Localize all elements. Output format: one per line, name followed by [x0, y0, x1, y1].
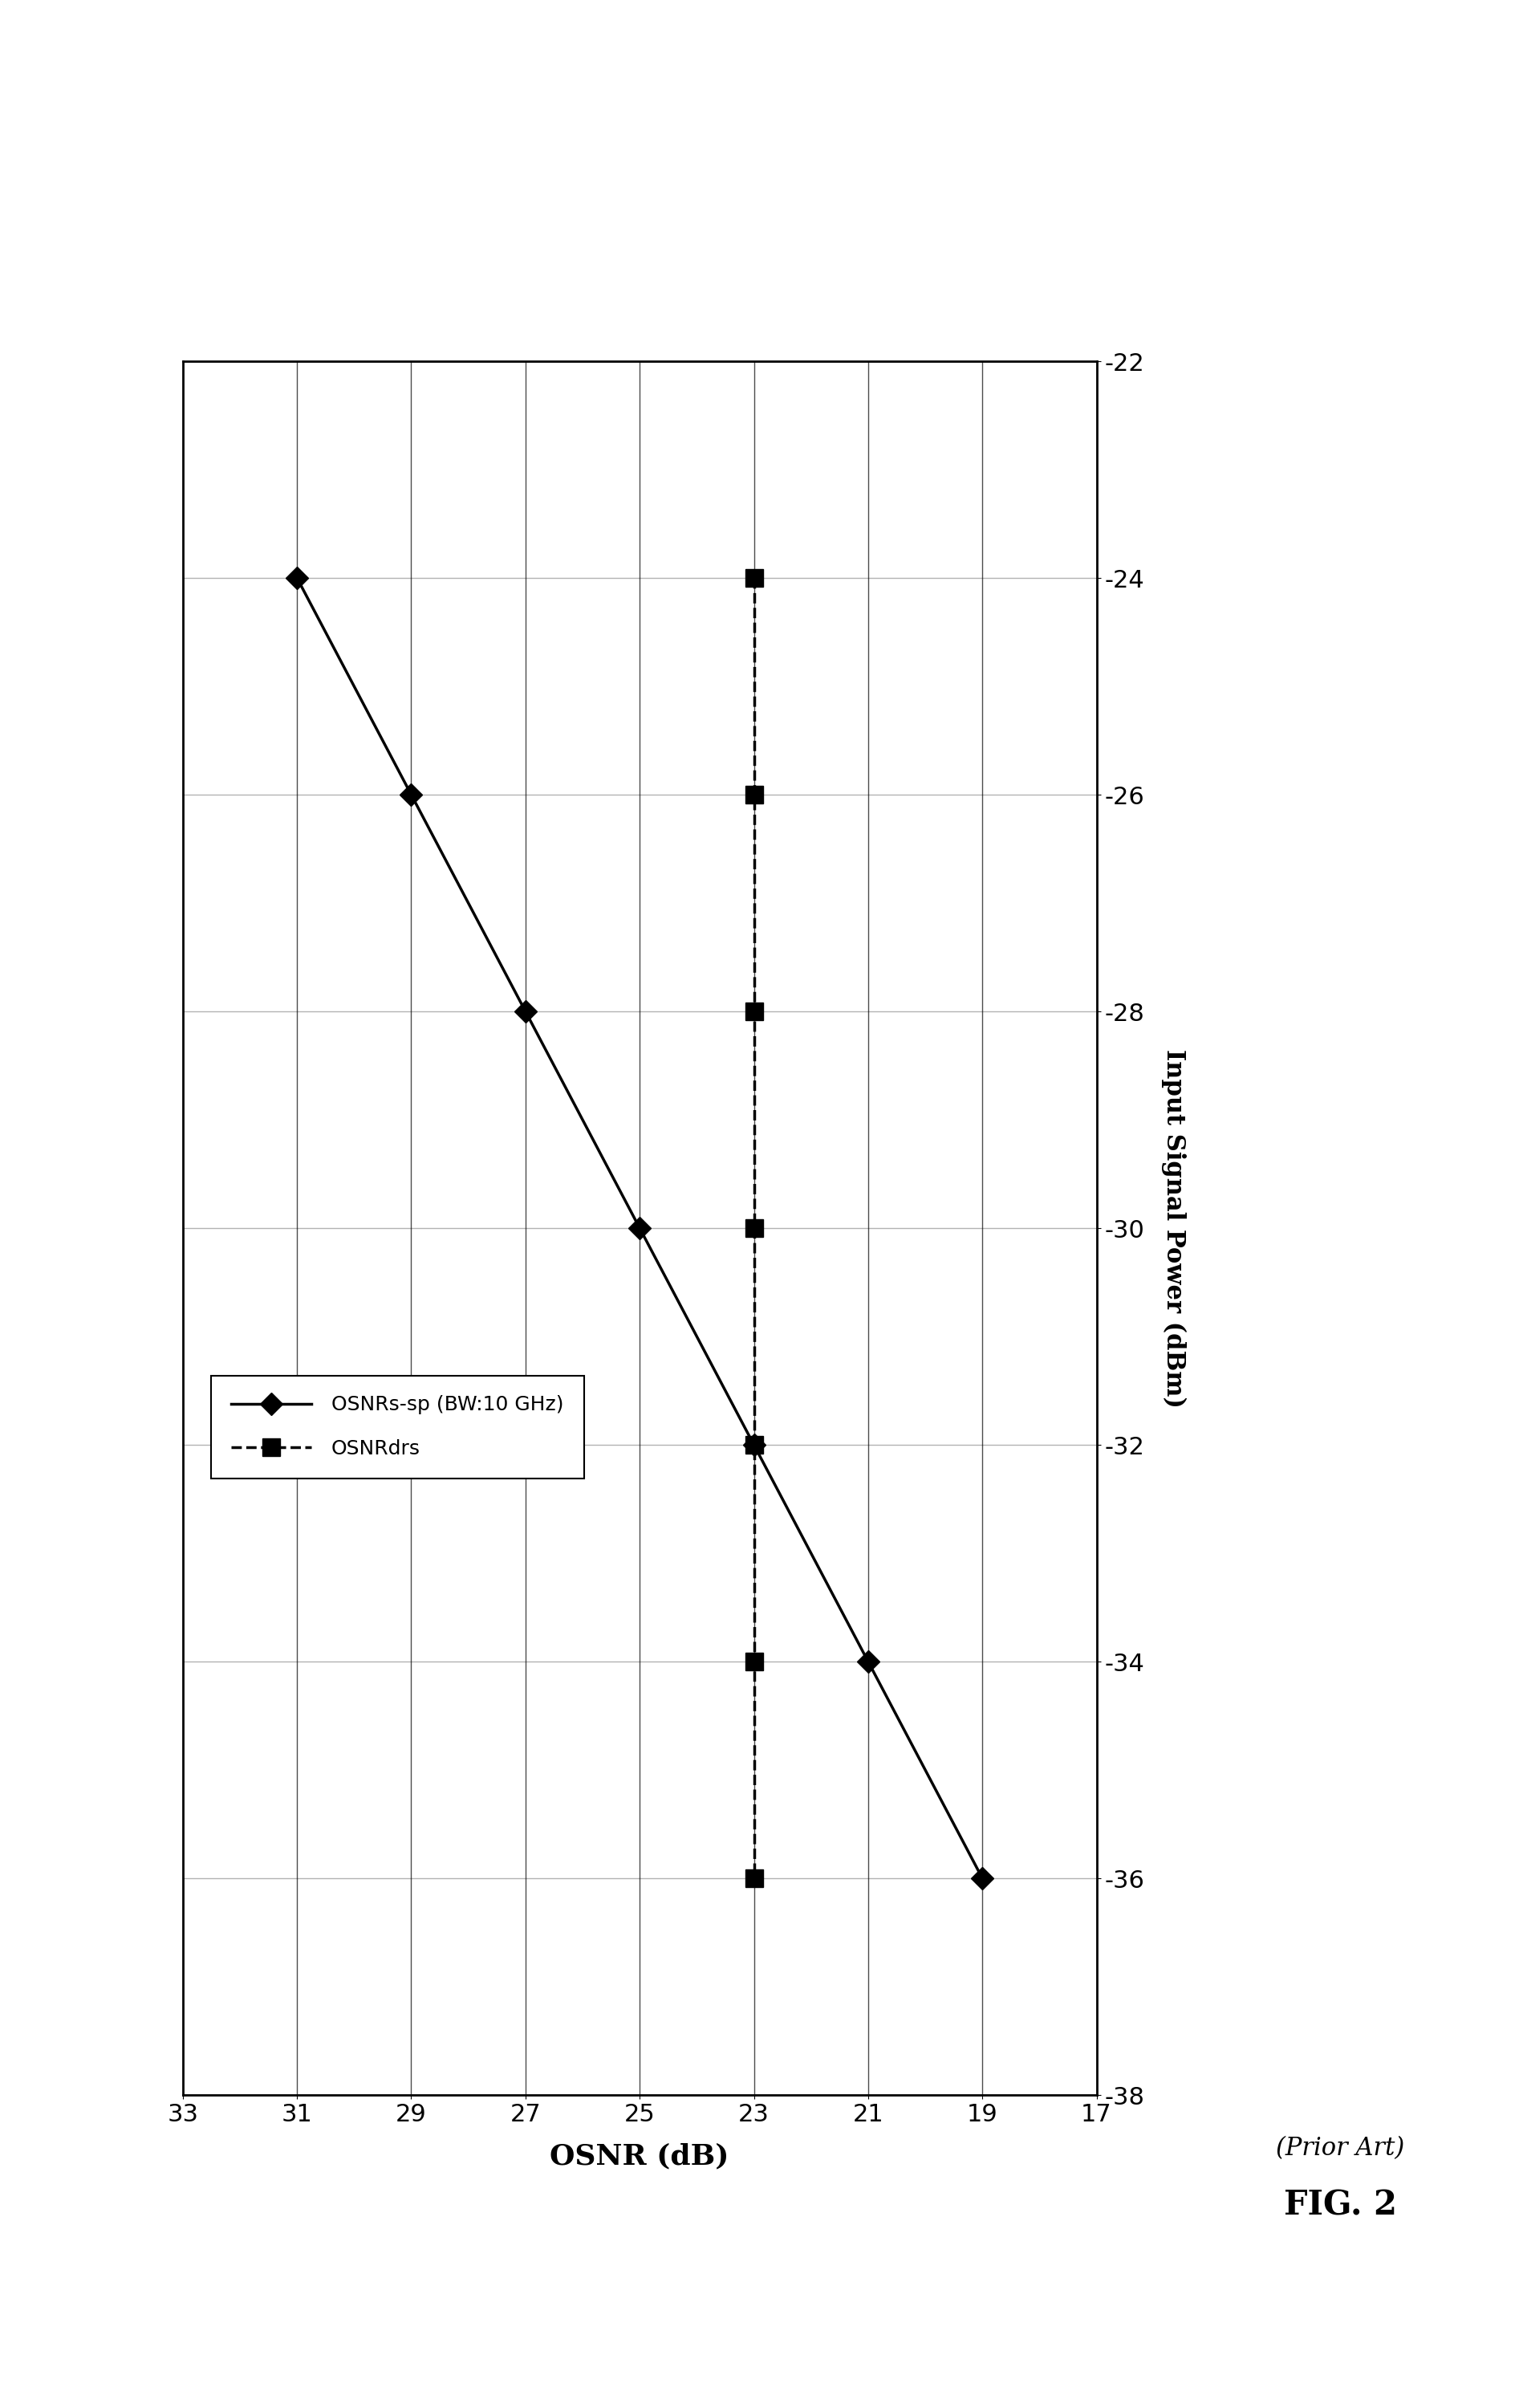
OSNRs-sp (BW:10 GHz)	[973, 1864, 991, 1893]
Legend: OSNRs-sp (BW:10 GHz), OSNRdrs: OSNRs-sp (BW:10 GHz), OSNRdrs	[212, 1375, 583, 1479]
OSNRs-sp (BW:10 GHz)	[631, 1214, 649, 1243]
OSNRs-sp (BW:10 GHz)	[516, 997, 535, 1026]
OSNRdrs	[745, 563, 763, 592]
Line: OSNRdrs: OSNRdrs	[745, 568, 763, 1888]
OSNRs-sp (BW:10 GHz)	[288, 563, 306, 592]
OSNRdrs	[745, 1430, 763, 1459]
Line: OSNRs-sp (BW:10 GHz): OSNRs-sp (BW:10 GHz)	[289, 571, 990, 1885]
X-axis label: OSNR (dB): OSNR (dB)	[550, 2143, 730, 2170]
OSNRdrs	[745, 1864, 763, 1893]
OSNRs-sp (BW:10 GHz)	[745, 1430, 763, 1459]
Text: (Prior Art): (Prior Art)	[1276, 2136, 1404, 2160]
OSNRs-sp (BW:10 GHz)	[859, 1647, 877, 1676]
OSNRdrs	[745, 997, 763, 1026]
OSNRdrs	[745, 1647, 763, 1676]
Text: FIG. 2: FIG. 2	[1284, 2189, 1397, 2223]
OSNRdrs	[745, 1214, 763, 1243]
OSNRdrs	[745, 780, 763, 809]
OSNRs-sp (BW:10 GHz)	[402, 780, 420, 809]
Y-axis label: Input Signal Power (dBm): Input Signal Power (dBm)	[1161, 1050, 1186, 1406]
